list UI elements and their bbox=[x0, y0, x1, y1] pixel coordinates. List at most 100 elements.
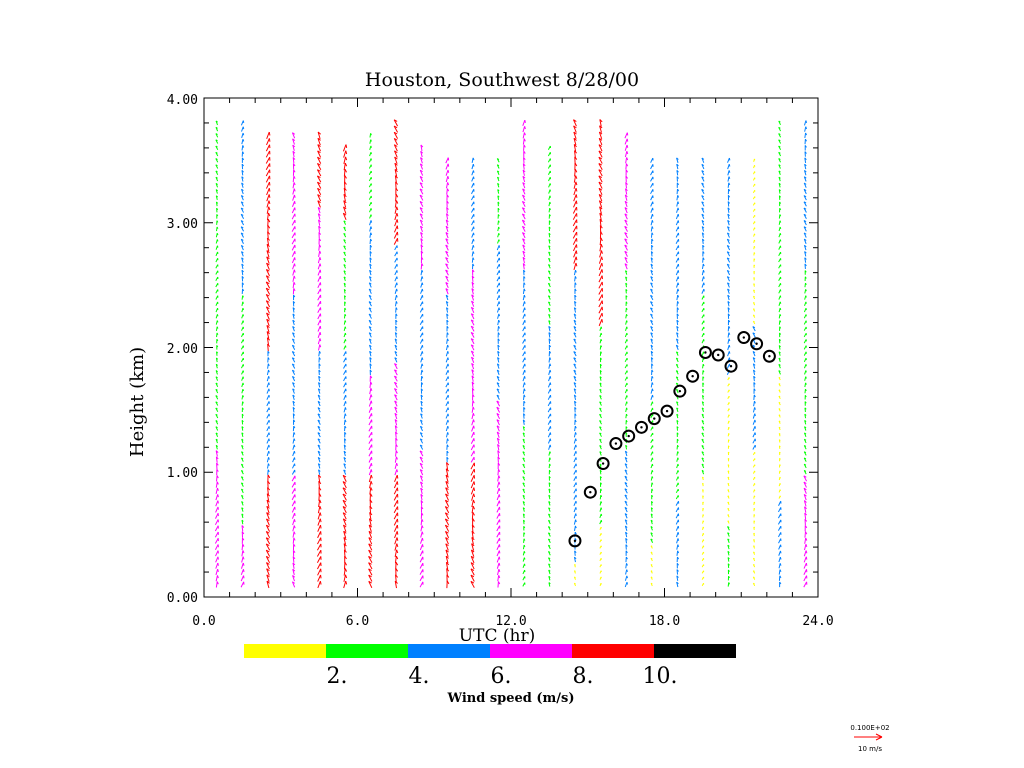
wind-vector-head bbox=[217, 500, 219, 504]
wind-vector-head bbox=[215, 164, 218, 167]
wind-vector-head bbox=[677, 538, 680, 541]
wind-vector-head bbox=[396, 469, 398, 473]
wind-vector-head bbox=[548, 307, 551, 310]
wind-vector-head bbox=[727, 207, 730, 210]
wind-vector bbox=[445, 481, 449, 489]
wind-vector-head bbox=[702, 489, 704, 491]
wind-vector-head bbox=[317, 444, 321, 447]
wind-vector-head bbox=[319, 338, 322, 342]
wind-vector-head bbox=[548, 239, 551, 242]
wind-vector bbox=[317, 131, 321, 140]
wind-vector-head bbox=[293, 194, 296, 198]
wind-vector bbox=[419, 169, 424, 176]
wind-vector-head bbox=[573, 351, 577, 354]
wind-vector bbox=[470, 319, 475, 326]
wind-vector bbox=[471, 524, 474, 533]
wind-vector-head bbox=[344, 425, 347, 429]
wind-vector-head bbox=[702, 238, 705, 242]
wind-vector-head bbox=[651, 226, 654, 229]
wind-vector bbox=[444, 500, 450, 507]
wind-vector-head bbox=[573, 357, 577, 360]
wind-vector-head bbox=[676, 319, 679, 323]
wind-vector bbox=[265, 175, 271, 183]
wind-vector-head bbox=[318, 469, 321, 472]
wind-vector bbox=[267, 343, 269, 352]
wind-vector bbox=[471, 413, 474, 420]
wind-vector bbox=[445, 487, 449, 495]
wind-vector bbox=[265, 306, 270, 314]
wind-vector-head bbox=[293, 432, 296, 435]
wind-vector-head bbox=[217, 562, 219, 566]
wind-vector-head bbox=[419, 194, 423, 197]
wind-vector-head bbox=[497, 350, 500, 354]
wind-vector bbox=[446, 462, 449, 470]
wind-vector-head bbox=[497, 344, 500, 348]
wind-vector-head bbox=[574, 425, 577, 429]
wind-vector-head bbox=[779, 201, 782, 204]
wind-vector-head bbox=[676, 163, 679, 167]
wind-vector-head bbox=[651, 213, 654, 217]
wind-vector-head bbox=[523, 551, 526, 554]
wind-vector-head bbox=[548, 582, 551, 585]
wind-vector-head bbox=[292, 400, 296, 404]
wind-vector-head bbox=[803, 182, 807, 185]
wind-vector bbox=[470, 350, 475, 357]
wind-vector-head bbox=[803, 232, 807, 235]
wind-vector-head bbox=[650, 538, 653, 541]
wind-vector bbox=[599, 206, 602, 214]
wind-vector-head bbox=[676, 401, 679, 404]
wind-vector-head bbox=[446, 568, 450, 572]
wind-vector-head bbox=[292, 394, 295, 397]
wind-vector-head bbox=[676, 569, 679, 572]
wind-vector bbox=[496, 556, 500, 563]
wind-vector-head bbox=[701, 232, 705, 235]
wind-vector-head bbox=[548, 538, 551, 541]
wind-vector-head bbox=[421, 537, 424, 541]
wind-vector-head bbox=[472, 413, 475, 417]
wind-vector bbox=[291, 251, 296, 257]
wind-vector-head bbox=[701, 163, 705, 167]
wind-vector-head bbox=[471, 344, 474, 347]
wind-vector bbox=[573, 181, 577, 189]
wind-vector-head bbox=[599, 469, 602, 472]
wind-vector bbox=[241, 556, 244, 563]
wind-vector bbox=[496, 419, 500, 426]
wind-vector-head bbox=[727, 476, 730, 479]
wind-vector-head bbox=[600, 357, 603, 360]
wind-vector-head bbox=[319, 344, 322, 348]
wind-vector-head bbox=[215, 444, 219, 447]
wind-vector bbox=[291, 512, 296, 519]
wind-vector bbox=[393, 518, 398, 526]
wind-vector-head bbox=[650, 532, 653, 535]
wind-vector bbox=[445, 157, 449, 164]
wind-vector-head bbox=[266, 555, 270, 559]
wind-vector-head bbox=[497, 176, 500, 179]
wind-vector-head bbox=[317, 175, 321, 179]
wind-vector-head bbox=[804, 157, 807, 161]
wind-vector-head bbox=[216, 581, 219, 585]
wind-vector-head bbox=[598, 175, 603, 179]
wind-vector bbox=[292, 569, 295, 576]
wind-vector-head bbox=[446, 438, 449, 441]
wind-vector bbox=[522, 176, 526, 183]
wind-vector bbox=[215, 569, 219, 576]
wind-vector-head bbox=[549, 207, 551, 211]
wind-vector-head bbox=[216, 481, 219, 485]
wind-vector-head bbox=[267, 350, 270, 354]
x-tick-label: 24.0 bbox=[802, 614, 833, 629]
wind-vector bbox=[420, 481, 423, 488]
wind-vector bbox=[470, 444, 475, 451]
wind-vector bbox=[470, 556, 475, 564]
wind-vector-head bbox=[241, 494, 244, 497]
wind-vector-head bbox=[292, 382, 295, 385]
wind-vector-head bbox=[369, 276, 372, 279]
wind-vector-head bbox=[471, 549, 475, 553]
wind-vector-head bbox=[778, 439, 781, 441]
wind-vector bbox=[445, 275, 449, 282]
wind-vector-head bbox=[728, 326, 731, 329]
wind-vector-head bbox=[445, 232, 449, 235]
wind-vector bbox=[598, 150, 603, 158]
plot-frame bbox=[203, 97, 819, 598]
wind-vector-head bbox=[421, 263, 424, 267]
wind-vector-head bbox=[677, 544, 680, 548]
